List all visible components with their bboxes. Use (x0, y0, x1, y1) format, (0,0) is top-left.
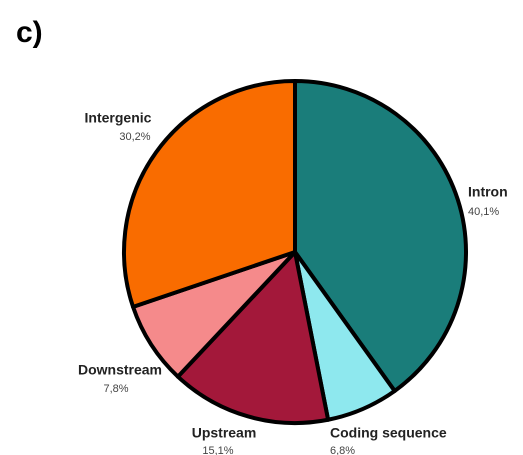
slice-label: Intergenic (85, 110, 152, 126)
slice-label: Downstream (78, 362, 162, 378)
slice-value-label: 40,1% (468, 206, 499, 218)
slice-label: Coding sequence (330, 425, 447, 441)
slice-label: Intron (468, 184, 508, 200)
slice-value-label: 6,8% (330, 445, 355, 455)
pie-slice (293, 79, 468, 393)
pie-slice (122, 79, 297, 309)
slice-value-label: 30,2% (119, 131, 150, 143)
slice-value-label: 15,1% (202, 445, 233, 455)
slice-label: Upstream (192, 425, 257, 441)
pie-slice (175, 250, 331, 425)
slice-value-label: 7,8% (103, 383, 128, 395)
chart-title: c) (16, 16, 43, 49)
